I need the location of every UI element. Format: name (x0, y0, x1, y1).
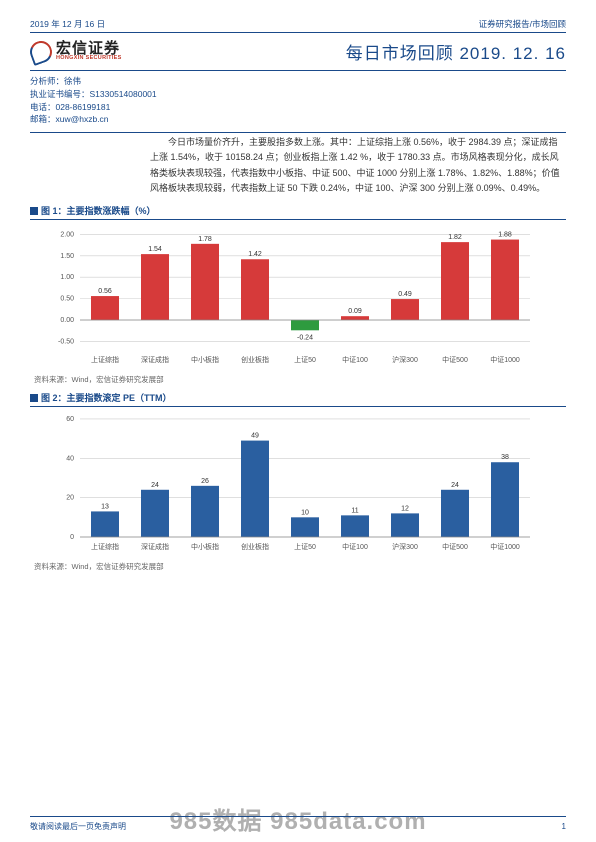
svg-text:上证50: 上证50 (294, 355, 316, 364)
svg-text:0.49: 0.49 (398, 291, 412, 298)
svg-text:40: 40 (66, 455, 74, 462)
chart1-source: 资料来源：Wind，宏信证券研究发展部 (34, 374, 566, 385)
analyst-cert: 执业证书编号：S1330514080001 (30, 88, 566, 101)
footer-disclaimer: 敬请阅读最后一页免责声明 (30, 821, 126, 832)
analyst-mail: 邮箱：xuw@hxzb.cn (30, 113, 566, 126)
chart1-svg: -0.50 0.00 0.50 1.00 1.50 2.00 0.56 上证综指 1.54 深证成… (40, 222, 540, 372)
svg-text:1.50: 1.50 (60, 253, 74, 260)
svg-text:10: 10 (301, 510, 309, 517)
svg-text:26: 26 (201, 478, 209, 485)
chart2-svg: 0 20 40 60 13 上证综指 24 深证成指 26 中小板指 49 创业板指 10 上证50 11 中… (40, 409, 540, 559)
svg-text:-0.24: -0.24 (297, 334, 313, 341)
svg-text:0.50: 0.50 (60, 296, 74, 303)
svg-text:中证100: 中证100 (342, 355, 368, 364)
svg-text:上证50: 上证50 (294, 542, 316, 551)
figure1-underline (30, 219, 566, 220)
logo-mark-icon (27, 37, 55, 65)
svg-text:0: 0 (70, 534, 74, 541)
svg-text:中小板指: 中小板指 (191, 355, 219, 364)
svg-text:24: 24 (451, 482, 459, 489)
title-divider (30, 70, 566, 71)
top-bar: 2019 年 12 月 16 日 证券研究报告/市场回顾 (30, 18, 566, 33)
svg-text:1.88: 1.88 (498, 232, 512, 239)
svg-text:0.00: 0.00 (60, 317, 74, 324)
svg-text:中证500: 中证500 (442, 542, 468, 551)
svg-text:11: 11 (351, 508, 358, 515)
logo-cn: 宏信证券 (56, 41, 122, 57)
svg-text:13: 13 (101, 504, 109, 511)
analyst-name: 分析师：徐伟 (30, 75, 566, 88)
figure2-title: 图 2：主要指数滚定 PE（TTM） (41, 391, 172, 404)
figure1-title: 图 1：主要指数涨跌幅（%） (41, 204, 156, 217)
svg-text:2.00: 2.00 (60, 232, 74, 239)
body-text: 今日市场量价齐升，主要股指多数上涨。其中：上证综指上涨 0.56%，收于 298… (150, 135, 566, 196)
svg-text:49: 49 (251, 433, 259, 440)
svg-text:中证100: 中证100 (342, 542, 368, 551)
svg-text:创业板指: 创业板指 (241, 542, 269, 551)
footer: 敬请阅读最后一页免责声明 1 (30, 816, 566, 832)
svg-text:24: 24 (151, 482, 159, 489)
svg-text:1.54: 1.54 (148, 246, 162, 253)
svg-text:上证综指: 上证综指 (91, 355, 119, 364)
svg-text:创业板指: 创业板指 (241, 355, 269, 364)
svg-text:38: 38 (501, 454, 509, 461)
square-icon (30, 207, 38, 215)
footer-line (30, 816, 566, 817)
figure1-titlebar: 图 1：主要指数涨跌幅（%） (30, 204, 566, 217)
footer-page: 1 (562, 822, 566, 831)
square-icon (30, 394, 38, 402)
figure2-underline (30, 406, 566, 407)
page-title: 每日市场回顾 2019. 12. 16 (346, 39, 566, 64)
svg-text:深证成指: 深证成指 (141, 355, 169, 364)
logo-en: HONGXIN SECURITIES (56, 56, 122, 62)
svg-text:中证1000: 中证1000 (490, 542, 520, 551)
analyst-tel: 电话：028-86199181 (30, 101, 566, 114)
header-date: 2019 年 12 月 16 日 (30, 18, 105, 30)
svg-text:中证1000: 中证1000 (490, 355, 520, 364)
chart2-source: 资料来源：Wind，宏信证券研究发展部 (34, 561, 566, 572)
header-right: 证券研究报告/市场回顾 (479, 18, 566, 30)
svg-text:1.00: 1.00 (60, 274, 74, 281)
svg-text:上证综指: 上证综指 (91, 542, 119, 551)
logo-text: 宏信证券 HONGXIN SECURITIES (56, 41, 122, 63)
svg-text:-0.50: -0.50 (58, 339, 74, 346)
logo: 宏信证券 HONGXIN SECURITIES (30, 41, 122, 63)
svg-text:0.09: 0.09 (348, 308, 362, 315)
svg-text:沪深300: 沪深300 (392, 355, 418, 364)
header-row: 宏信证券 HONGXIN SECURITIES 每日市场回顾 2019. 12.… (30, 39, 566, 64)
svg-text:1.78: 1.78 (198, 236, 212, 243)
chart1: -0.50 0.00 0.50 1.00 1.50 2.00 0.56 上证综指 1.54 深证成… (40, 222, 576, 372)
svg-text:20: 20 (66, 495, 74, 502)
svg-text:1.42: 1.42 (248, 251, 262, 258)
svg-text:沪深300: 沪深300 (392, 542, 418, 551)
svg-text:60: 60 (66, 416, 74, 423)
svg-text:12: 12 (401, 506, 409, 513)
analyst-block: 分析师：徐伟 执业证书编号：S1330514080001 电话：028-8619… (30, 75, 566, 126)
svg-text:0.56: 0.56 (98, 288, 112, 295)
svg-text:1.82: 1.82 (448, 234, 462, 241)
svg-text:中证500: 中证500 (442, 355, 468, 364)
chart2: 0 20 40 60 13 上证综指 24 深证成指 26 中小板指 49 创业板指 10 上证50 11 中… (40, 409, 576, 559)
svg-text:深证成指: 深证成指 (141, 542, 169, 551)
svg-text:中小板指: 中小板指 (191, 542, 219, 551)
figure2-titlebar: 图 2：主要指数滚定 PE（TTM） (30, 391, 566, 404)
analyst-divider (30, 132, 566, 133)
